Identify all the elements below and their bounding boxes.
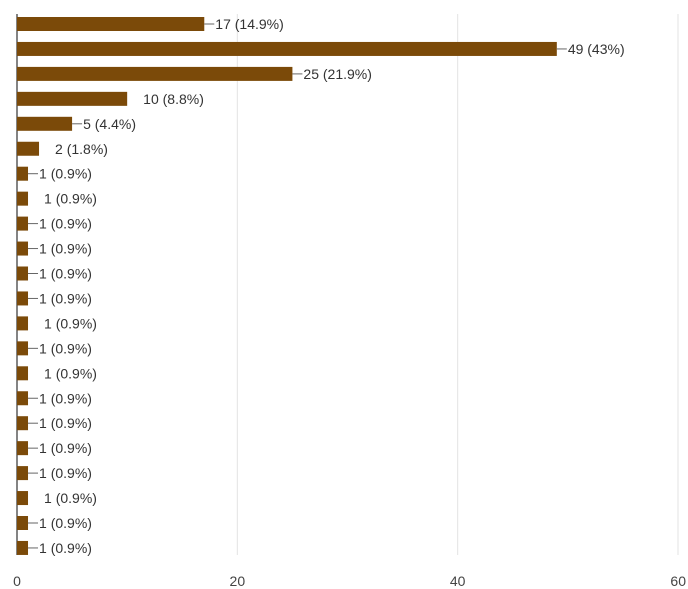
data-label: 17 (14.9%) (215, 16, 283, 32)
bar (17, 416, 29, 431)
bar (17, 441, 29, 456)
bar (17, 466, 29, 481)
data-label: 1 (0.9%) (44, 490, 97, 506)
data-label: 1 (0.9%) (39, 415, 92, 431)
bar (17, 316, 29, 331)
bar (17, 66, 293, 81)
data-label: 1 (0.9%) (39, 216, 92, 232)
bar (17, 291, 29, 306)
data-label: 1 (0.9%) (39, 440, 92, 456)
data-label: 1 (0.9%) (44, 365, 97, 381)
x-axis-ticks: 0 20 40 60 (13, 573, 686, 589)
data-label: 2 (1.8%) (55, 141, 108, 157)
x-tick-label: 0 (13, 573, 21, 589)
bar (17, 116, 73, 131)
data-label: 1 (0.9%) (39, 515, 92, 531)
bar (17, 516, 29, 530)
data-label: 49 (43%) (568, 41, 625, 57)
bar (17, 216, 29, 231)
data-label: 1 (0.9%) (39, 241, 92, 257)
data-label: 1 (0.9%) (44, 191, 97, 207)
x-tick-label: 60 (670, 573, 686, 589)
data-labels: 17 (14.9%) 49 (43%) 25 (21.9%) 10 (8.8%) 5 (… (28, 16, 625, 556)
data-label: 1 (0.9%) (39, 290, 92, 306)
bar (17, 266, 29, 281)
data-label: 1 (0.9%) (39, 540, 92, 556)
bar (17, 91, 128, 106)
data-label: 10 (8.8%) (143, 91, 204, 107)
bar (17, 141, 40, 156)
bar (17, 17, 205, 31)
data-label: 1 (0.9%) (39, 465, 92, 481)
bar (17, 540, 29, 555)
data-label: 1 (0.9%) (39, 390, 92, 406)
x-tick-label: 40 (450, 573, 466, 589)
data-label: 5 (4.4%) (83, 116, 136, 132)
x-tick-label: 20 (230, 573, 246, 589)
bar (17, 391, 29, 406)
data-label: 1 (0.9%) (39, 266, 92, 282)
bar (17, 241, 29, 256)
bar (17, 166, 29, 181)
data-label: 25 (21.9%) (303, 66, 371, 82)
bar (17, 191, 29, 206)
bar (17, 366, 29, 381)
bar (17, 491, 29, 506)
data-label: 1 (0.9%) (39, 166, 92, 182)
bar (17, 341, 29, 356)
bar (17, 41, 557, 56)
data-label: 1 (0.9%) (39, 340, 92, 356)
data-label: 1 (0.9%) (44, 315, 97, 331)
bars (17, 17, 557, 555)
